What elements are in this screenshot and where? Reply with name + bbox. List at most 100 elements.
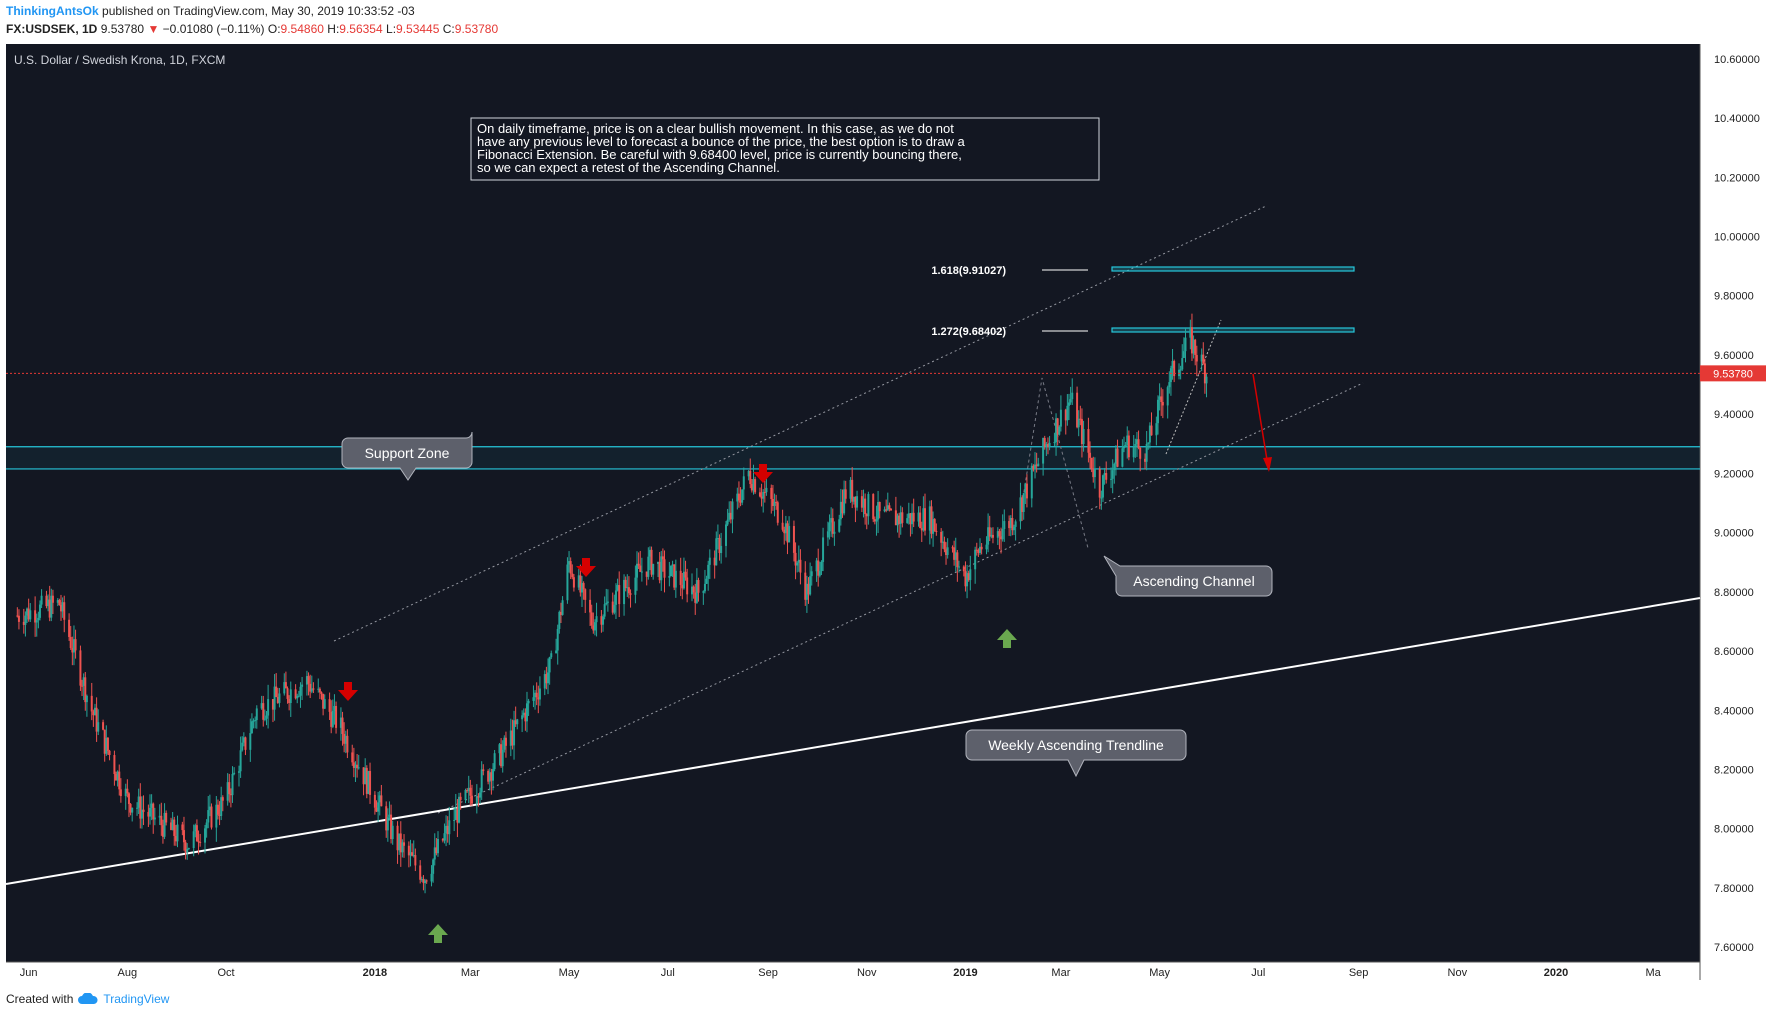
candle-down bbox=[776, 502, 779, 523]
candle-up bbox=[671, 564, 674, 566]
candle-down bbox=[466, 790, 469, 792]
candle-down bbox=[679, 570, 682, 585]
y-tick-label: 9.60000 bbox=[1714, 350, 1754, 362]
candle-down bbox=[909, 513, 912, 525]
candle-up bbox=[708, 557, 711, 565]
x-tick-label: May bbox=[1149, 967, 1170, 979]
candle-up bbox=[297, 695, 300, 697]
projection-arrow-icon bbox=[1252, 373, 1272, 472]
candle-down bbox=[590, 612, 593, 626]
candle-up bbox=[839, 501, 842, 520]
candle-up bbox=[522, 712, 525, 716]
candle-down bbox=[284, 682, 287, 689]
x-tick-label: 2018 bbox=[363, 967, 387, 979]
candle-up bbox=[1009, 517, 1012, 529]
candle-up bbox=[367, 771, 370, 794]
candle-down bbox=[351, 752, 354, 763]
candle-down bbox=[537, 697, 540, 700]
candle-down bbox=[199, 841, 202, 843]
candle-up bbox=[208, 806, 211, 811]
candle-down bbox=[758, 492, 761, 497]
candle-up bbox=[1205, 376, 1208, 384]
candle-up bbox=[1110, 478, 1113, 480]
candle-down bbox=[737, 493, 740, 501]
y-tick-label: 8.40000 bbox=[1714, 705, 1754, 717]
candle-up bbox=[657, 561, 660, 564]
tradingview-link[interactable]: TradingView bbox=[103, 992, 170, 1006]
candle-up bbox=[331, 710, 334, 727]
low-value: 9.53445 bbox=[396, 22, 440, 36]
candle-down bbox=[170, 822, 173, 830]
candle-down bbox=[244, 737, 247, 750]
author-link[interactable]: ThinkingAntsOk bbox=[6, 4, 99, 18]
candle-down bbox=[1000, 536, 1003, 540]
candle-down bbox=[940, 531, 943, 543]
candle-up bbox=[226, 782, 229, 801]
candle-up bbox=[412, 855, 415, 857]
candle-up bbox=[1077, 418, 1080, 428]
y-tick-label: 8.20000 bbox=[1714, 765, 1754, 777]
candle-up bbox=[467, 787, 470, 792]
candle-up bbox=[1135, 439, 1138, 445]
candle-down bbox=[1202, 354, 1205, 364]
candle-up bbox=[957, 566, 960, 568]
candle-up bbox=[1184, 337, 1187, 352]
candle-up bbox=[1101, 475, 1104, 498]
candle-down bbox=[152, 803, 155, 820]
x-ticks: Jun Aug Oct 2018 Mar May Jul Sep Nov 2019 Mar May Ju… bbox=[20, 967, 1662, 979]
candle-up bbox=[35, 620, 38, 623]
candle-up bbox=[525, 703, 528, 722]
candle-up bbox=[492, 769, 495, 781]
chart[interactable]: U.S. Dollar / Swedish Krona, 1D, FXCM 10… bbox=[6, 44, 1766, 980]
candle-down bbox=[572, 577, 575, 588]
candle-up bbox=[1114, 448, 1117, 464]
candle-down bbox=[356, 764, 359, 769]
candle-down bbox=[228, 782, 231, 795]
candle-down bbox=[221, 797, 224, 801]
candle-down bbox=[545, 674, 548, 684]
candle-down bbox=[618, 585, 621, 605]
candle-down bbox=[407, 845, 410, 856]
candle-down bbox=[770, 487, 773, 500]
candle-down bbox=[878, 501, 881, 512]
candle-up bbox=[401, 842, 404, 853]
weekly-trendline-callout[interactable]: Weekly Ascending Trendline bbox=[965, 729, 1187, 778]
candle-down bbox=[1043, 438, 1046, 447]
candle-down bbox=[271, 699, 274, 710]
candle-up bbox=[424, 880, 427, 884]
candle-up bbox=[82, 677, 85, 686]
candle-down bbox=[844, 489, 847, 499]
candle-up bbox=[1059, 409, 1062, 427]
candle-down bbox=[1032, 465, 1035, 470]
candle-up bbox=[669, 565, 672, 577]
candle-up bbox=[339, 717, 342, 728]
candle-up bbox=[299, 686, 302, 696]
candle-down bbox=[804, 572, 807, 600]
fib-1272-label: 1.272(9.68402) bbox=[931, 326, 1006, 338]
candle-down bbox=[781, 522, 784, 530]
candle-up bbox=[388, 814, 391, 817]
y-tick-label: 9.40000 bbox=[1714, 409, 1754, 421]
candle-down bbox=[288, 698, 291, 703]
weekly-trendline-callout-text: Weekly Ascending Trendline bbox=[988, 737, 1164, 753]
x-tick-label: Ma bbox=[1645, 967, 1661, 979]
candle-up bbox=[1067, 402, 1070, 406]
candle-up bbox=[1121, 448, 1124, 467]
candle-down bbox=[425, 880, 428, 882]
support-zone-callout[interactable]: Support Zone bbox=[341, 431, 473, 481]
close-value: 9.53780 bbox=[454, 22, 499, 36]
candle-up bbox=[488, 772, 491, 782]
candle-down bbox=[34, 610, 37, 623]
x-tick-label: Nov bbox=[1448, 967, 1468, 979]
candle-up bbox=[220, 797, 223, 816]
candle-down bbox=[1195, 355, 1198, 362]
candle-up bbox=[1022, 493, 1025, 512]
candle-down bbox=[419, 865, 422, 880]
candle-up bbox=[1148, 425, 1151, 443]
channel-upper-line bbox=[333, 205, 1267, 642]
price-axis bbox=[1700, 44, 1766, 962]
candle-up bbox=[765, 487, 768, 493]
candle-down bbox=[399, 833, 402, 853]
ascending-channel-callout[interactable]: Ascending Channel bbox=[1103, 555, 1273, 597]
candle-down bbox=[945, 549, 948, 555]
